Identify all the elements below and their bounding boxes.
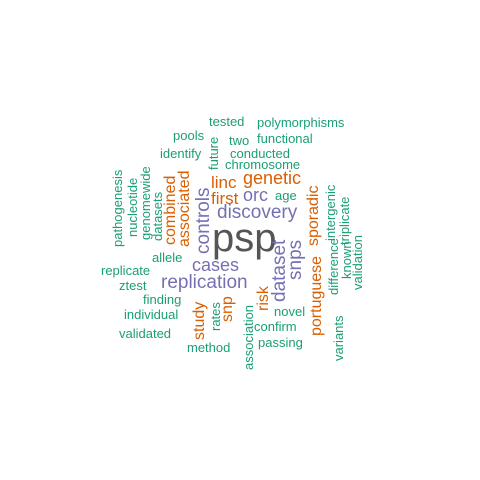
word-tested: tested xyxy=(209,114,245,129)
word-novel: novel xyxy=(274,304,306,319)
word-age: age xyxy=(275,188,297,203)
word-first: first xyxy=(211,189,239,208)
word-intergenic: intergenic xyxy=(323,184,338,241)
word-discovery: discovery xyxy=(217,202,298,223)
word-functional: functional xyxy=(257,131,313,146)
word-replicate: replicate xyxy=(101,263,151,278)
word-rates: rates xyxy=(208,302,223,331)
word-snps: snps xyxy=(285,239,306,280)
word-psp: psp xyxy=(212,216,277,260)
word-validation: validation xyxy=(350,235,365,290)
word-cases: cases xyxy=(192,255,240,275)
word-risk: risk xyxy=(255,286,272,311)
word-association: association xyxy=(241,304,256,370)
word-confirm: confirm xyxy=(254,319,297,334)
word-linc: linc xyxy=(211,173,237,192)
word-pools: pools xyxy=(173,128,205,143)
word-replication: replication xyxy=(161,272,248,293)
word-polymorphisms: polymorphisms xyxy=(257,115,345,130)
word-future: future xyxy=(206,136,221,170)
word-ztest: ztest xyxy=(119,278,147,293)
word-individual: individual xyxy=(124,307,179,322)
word-conducted: conducted xyxy=(230,146,290,161)
word-datasets: datasets xyxy=(150,191,165,241)
word-allele: allele xyxy=(152,250,183,265)
word-passing: passing xyxy=(258,335,303,350)
word-pathogenesis: pathogenesis xyxy=(110,169,125,247)
word-portuguese: portuguese xyxy=(308,255,325,336)
word-method: method xyxy=(187,340,231,355)
word-sporadic: sporadic xyxy=(305,185,322,246)
word-validated: validated xyxy=(119,326,172,341)
word-controls: controls xyxy=(193,187,214,254)
word-identify: identify xyxy=(160,146,202,161)
word-associated: associated xyxy=(176,170,193,248)
word-difference: difference xyxy=(326,238,341,295)
word-two: two xyxy=(229,133,250,148)
word-study: study xyxy=(191,301,208,340)
word-variants: variants xyxy=(331,315,346,361)
word-orc: orc xyxy=(243,185,269,205)
word-finding: finding xyxy=(143,292,182,307)
word-chromosome: chromosome xyxy=(225,157,301,172)
word-genetic: genetic xyxy=(243,168,302,188)
